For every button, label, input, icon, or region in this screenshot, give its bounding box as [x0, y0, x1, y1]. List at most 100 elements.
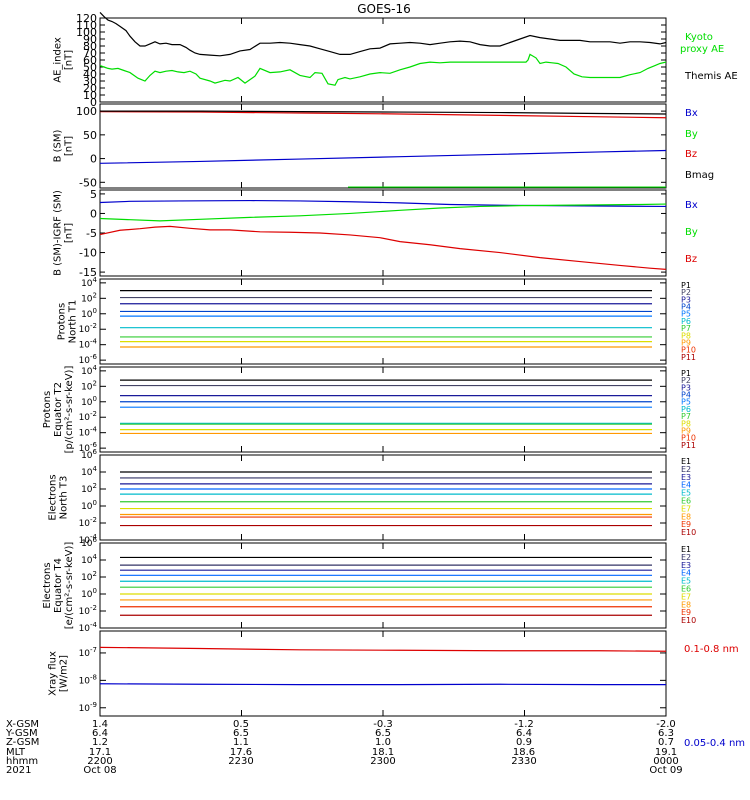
legend-label: P10 [681, 434, 696, 443]
y-tick-label: 80 [83, 40, 97, 53]
ephemeris-value: 6.5 [233, 728, 249, 739]
y-tick-label: 106 [81, 448, 97, 461]
legend-label: Kyoto [685, 32, 713, 43]
legend-label: P4 [681, 391, 691, 400]
legend-label: P8 [681, 419, 691, 428]
series-line [99, 683, 666, 686]
ephemeris-value: 2230 [228, 756, 253, 767]
y-tick-label: 102 [81, 482, 97, 495]
y-tick-label: 70 [83, 47, 97, 60]
y-tick-label: 104 [81, 364, 97, 377]
y-axis-label: North T1 [68, 300, 79, 344]
ephemeris-value: -1.2 [514, 719, 534, 730]
y-tick-label: -15 [79, 266, 97, 279]
y-axis-label: [nT] [64, 136, 75, 156]
legend-label: P3 [681, 295, 691, 304]
legend-label: E3 [681, 561, 691, 570]
legend-label: P1 [681, 369, 691, 378]
legend-label: E8 [681, 512, 691, 521]
panel-bsm: -50 0 50 100 B (SM) [nT] Bx By Bz Bmag [53, 103, 714, 189]
ephemeris-row-label: hhmm [6, 756, 38, 767]
ephemeris-value: Oct 08 [83, 765, 116, 776]
series-line [99, 203, 667, 222]
legend-label: E2 [681, 553, 691, 562]
y-tick-label: 5 [90, 188, 97, 201]
ephemeris-row-label: MLT [6, 747, 26, 758]
ephemeris-value: 18.6 [513, 747, 535, 758]
y-tick-label: 10-4 [79, 533, 98, 546]
legend-label: E1 [681, 457, 691, 466]
legend-label: E4 [681, 569, 691, 578]
y-axis-label: Protons [42, 391, 53, 428]
ephemeris-value: 6.5 [375, 728, 391, 739]
series-line [99, 646, 667, 652]
legend-label: E9 [681, 608, 691, 617]
ephemeris-value: 2330 [511, 756, 536, 767]
y-tick-label: 10-2 [79, 604, 97, 617]
y-axis-label: AE_index [53, 37, 64, 83]
y-tick-label: 10 [83, 89, 97, 102]
legend-label: P5 [681, 310, 691, 319]
legend-label: E8 [681, 600, 691, 609]
legend-label: Bmag [685, 170, 714, 181]
legend-label: 0.1-0.8 nm [684, 644, 739, 655]
legend-label: 0.05-0.4 nm [684, 738, 745, 749]
y-tick-label: 102 [81, 291, 97, 304]
panel-protons_t1: 10-6 10-4 10-2 100 102 104 Protons North T1 P1P2… [57, 276, 697, 366]
legend-label: P8 [681, 331, 691, 340]
ephemeris-row-label: Z-GSM [6, 737, 39, 748]
y-tick-label: 110 [76, 19, 97, 32]
y-tick-label: 100 [76, 105, 97, 118]
y-tick-label: 10-4 [79, 426, 98, 439]
y-axis-label: North T3 [59, 476, 70, 520]
y-tick-label: 0 [90, 207, 97, 220]
ephemeris-value: Oct 09 [649, 765, 682, 776]
y-tick-label: 0 [90, 96, 97, 109]
ephemeris-value: -2.0 [656, 719, 676, 730]
y-axis-label: [p/(cm²-s-sr-keV)] [64, 366, 75, 454]
legend-label: P9 [681, 338, 691, 347]
legend-label: P7 [681, 412, 691, 421]
legend-label: By [685, 129, 698, 140]
legend-label: E7 [681, 592, 691, 601]
panel-frame [99, 17, 667, 103]
y-axis-label: Electrons [42, 562, 53, 608]
y-tick-label: 10-4 [79, 338, 98, 351]
y-axis-label: Equator T2 [53, 382, 64, 437]
ephemeris-value: 19.1 [655, 747, 677, 758]
y-tick-label: 102 [81, 379, 97, 392]
legend-label: P11 [681, 441, 696, 450]
ephemeris-value: -0.3 [373, 719, 393, 730]
legend-label: P5 [681, 398, 691, 407]
y-axis-label: B (SM)-IGRF (SM) [53, 190, 64, 276]
y-axis-label: [nT] [64, 223, 75, 243]
legend-label: Bz [685, 254, 697, 265]
legend-label: E5 [681, 577, 691, 586]
legend-label: proxy AE [680, 44, 724, 55]
ephemeris-value: 0.5 [233, 719, 249, 730]
ephemeris-value: 2200 [87, 756, 112, 767]
y-tick-label: 10-8 [79, 673, 97, 686]
y-tick-label: -50 [79, 176, 97, 189]
y-tick-label: 10-2 [79, 322, 97, 335]
y-tick-label: 40 [83, 68, 97, 81]
series-line [100, 110, 667, 115]
legend-label: E10 [681, 528, 696, 537]
legend-label: P1 [681, 281, 691, 290]
series-line [99, 110, 667, 119]
y-tick-label: 10-6 [79, 353, 98, 366]
legend-label: By [685, 227, 698, 238]
y-tick-label: 10-2 [79, 410, 97, 423]
y-tick-label: 104 [81, 553, 97, 566]
legend-label: E7 [681, 504, 691, 513]
ephemeris-value: 0.9 [516, 737, 532, 748]
y-tick-label: 106 [81, 536, 97, 549]
y-tick-label: 10-2 [79, 516, 97, 529]
y-tick-label: 20 [83, 82, 97, 95]
y-tick-label: 100 [81, 395, 97, 408]
panel-frame [99, 630, 667, 717]
legend-label: Bz [685, 149, 697, 160]
y-axis-label: Equator T4 [53, 558, 64, 613]
legend-label: E9 [681, 520, 691, 529]
